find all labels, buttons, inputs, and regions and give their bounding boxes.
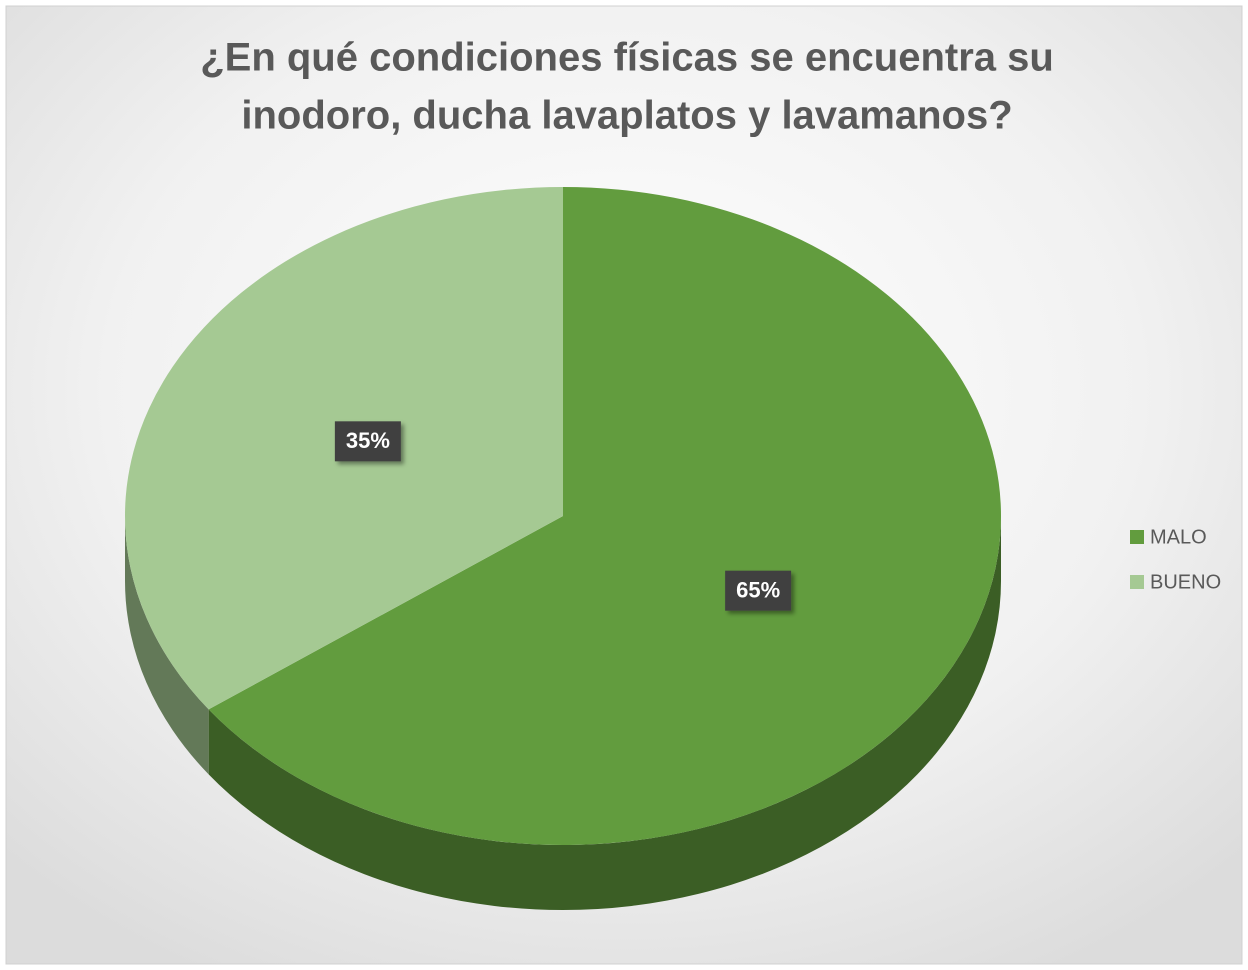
- slice: [208, 187, 1001, 845]
- legend-swatch: [1130, 530, 1144, 544]
- slice-side: [125, 516, 209, 775]
- data-label-box: [725, 570, 792, 611]
- data-label-box: [334, 421, 401, 462]
- legend-label: BUENO: [1150, 571, 1221, 593]
- slice-side: [208, 516, 1001, 911]
- legend-swatch: [1130, 575, 1144, 589]
- chart-title: inodoro, ducha lavaplatos y lavamanos?: [241, 94, 1012, 138]
- data-label: 35%: [334, 421, 401, 462]
- chart-title: ¿En qué condiciones físicas se encuentra…: [200, 36, 1054, 80]
- legend-label: MALO: [1150, 526, 1207, 548]
- data-label-text: 65%: [736, 577, 780, 602]
- data-label: 65%: [725, 570, 792, 611]
- data-label-text: 35%: [346, 428, 390, 453]
